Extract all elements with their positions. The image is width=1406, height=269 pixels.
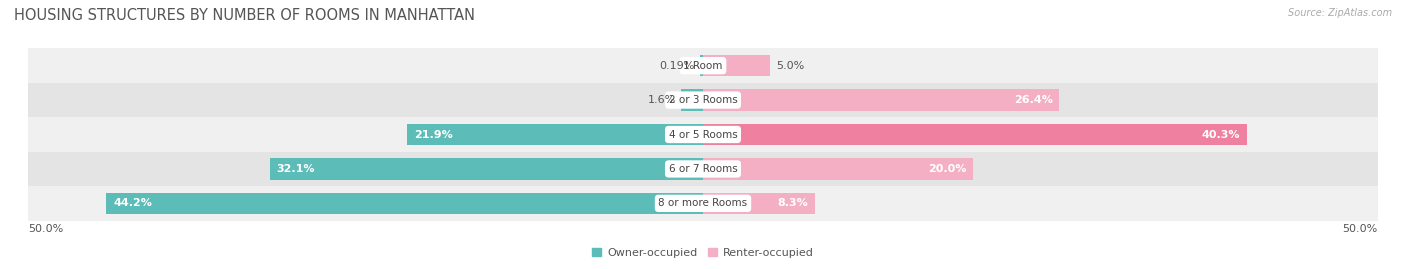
Text: 8 or more Rooms: 8 or more Rooms: [658, 198, 748, 208]
Bar: [408, 124, 703, 145]
Text: Source: ZipAtlas.com: Source: ZipAtlas.com: [1288, 8, 1392, 18]
Legend: Owner-occupied, Renter-occupied: Owner-occupied, Renter-occupied: [592, 248, 814, 258]
Bar: [703, 158, 973, 180]
Bar: [28, 152, 1378, 186]
Text: 0.19%: 0.19%: [659, 61, 695, 71]
Text: 2 or 3 Rooms: 2 or 3 Rooms: [669, 95, 737, 105]
Text: 5.0%: 5.0%: [776, 61, 804, 71]
Bar: [703, 55, 770, 76]
Bar: [28, 48, 1378, 83]
Text: 44.2%: 44.2%: [112, 198, 152, 208]
Text: 40.3%: 40.3%: [1202, 129, 1240, 140]
Text: 20.0%: 20.0%: [928, 164, 966, 174]
Text: 32.1%: 32.1%: [277, 164, 315, 174]
Text: 8.3%: 8.3%: [778, 198, 808, 208]
Text: 1 Room: 1 Room: [683, 61, 723, 71]
Bar: [703, 193, 815, 214]
Text: 26.4%: 26.4%: [1014, 95, 1053, 105]
Bar: [703, 124, 1247, 145]
Bar: [28, 186, 1378, 221]
Bar: [28, 117, 1378, 152]
Text: 50.0%: 50.0%: [28, 224, 63, 234]
Bar: [270, 158, 703, 180]
Bar: [700, 55, 703, 76]
Text: 21.9%: 21.9%: [415, 129, 453, 140]
Text: 6 or 7 Rooms: 6 or 7 Rooms: [669, 164, 737, 174]
Text: 1.6%: 1.6%: [648, 95, 676, 105]
Text: 4 or 5 Rooms: 4 or 5 Rooms: [669, 129, 737, 140]
Bar: [107, 193, 703, 214]
Text: HOUSING STRUCTURES BY NUMBER OF ROOMS IN MANHATTAN: HOUSING STRUCTURES BY NUMBER OF ROOMS IN…: [14, 8, 475, 23]
Bar: [682, 89, 703, 111]
Bar: [28, 83, 1378, 117]
Bar: [703, 89, 1059, 111]
Text: 50.0%: 50.0%: [1343, 224, 1378, 234]
